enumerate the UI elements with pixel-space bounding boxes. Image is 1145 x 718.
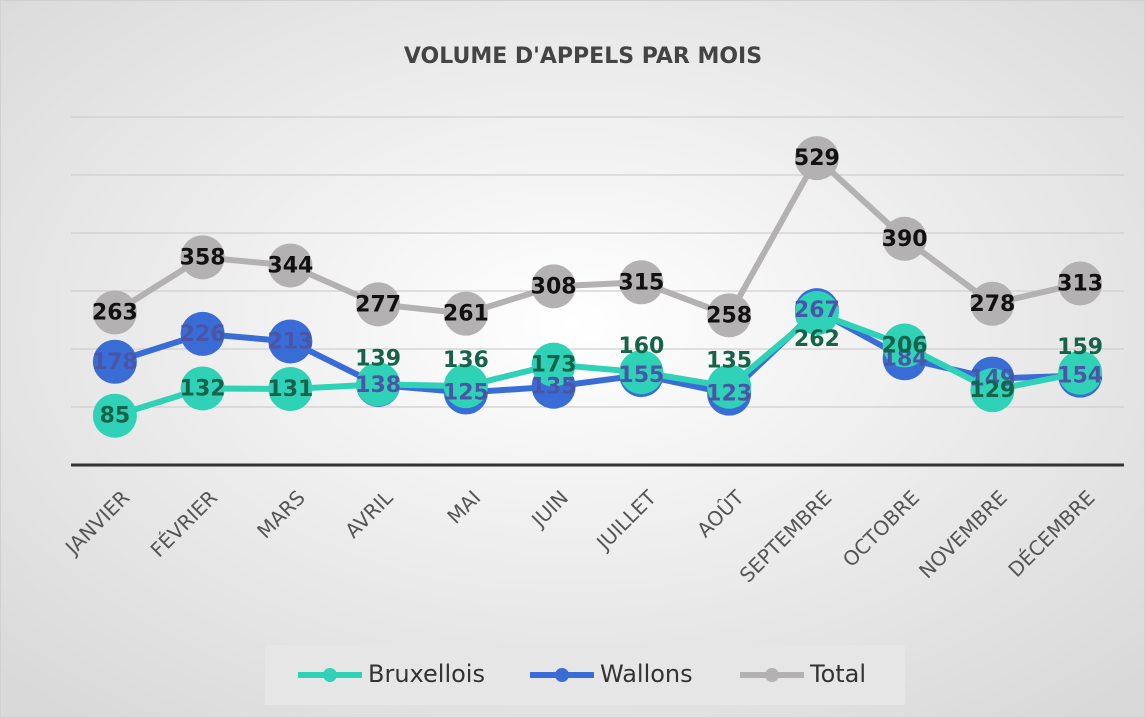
marker <box>1058 350 1103 395</box>
marker <box>619 350 664 395</box>
marker <box>92 290 137 335</box>
data-label: 132 <box>180 376 226 401</box>
data-label: 278 <box>969 292 1015 317</box>
data-label: 160 <box>618 334 664 359</box>
data-label: 529 <box>794 146 840 171</box>
marker <box>92 339 137 384</box>
legend-marker <box>323 668 337 682</box>
data-label: 131 <box>267 377 313 402</box>
data-label: 308 <box>531 274 577 299</box>
data-label: 313 <box>1057 271 1103 296</box>
data-label: 226 <box>180 322 226 347</box>
legend-label: Bruxellois <box>368 660 485 688</box>
marker <box>268 319 313 364</box>
data-label: 277 <box>355 292 401 317</box>
data-label: 159 <box>1057 335 1103 360</box>
data-label: 390 <box>882 227 928 252</box>
marker <box>356 282 401 327</box>
marker <box>882 323 927 368</box>
data-label: 139 <box>355 346 401 371</box>
data-label: 358 <box>180 245 226 270</box>
data-label: 155 <box>618 363 664 388</box>
data-label: 262 <box>794 327 840 352</box>
marker <box>268 367 313 412</box>
data-label: 258 <box>706 303 752 328</box>
data-label: 184 <box>882 346 928 371</box>
data-label: 206 <box>882 334 928 359</box>
data-label: 85 <box>100 404 131 429</box>
legend-marker <box>555 668 569 682</box>
marker <box>92 393 137 438</box>
data-label: 315 <box>618 270 664 295</box>
marker <box>619 260 664 305</box>
data-label: 154 <box>1057 364 1103 389</box>
marker <box>1058 261 1103 306</box>
data-label: 123 <box>706 382 752 407</box>
marker <box>794 291 839 336</box>
marker <box>268 243 313 288</box>
data-label: 129 <box>969 378 1015 403</box>
data-label: 261 <box>443 302 489 327</box>
marker <box>356 362 401 407</box>
data-label: 125 <box>443 381 489 406</box>
marker <box>970 281 1015 326</box>
data-label: 213 <box>267 329 313 354</box>
marker <box>707 364 752 409</box>
marker <box>531 264 576 309</box>
marker <box>531 342 576 387</box>
marker <box>180 311 225 356</box>
data-label: 173 <box>531 353 577 378</box>
legend-marker <box>765 668 779 682</box>
data-label: 344 <box>267 253 313 278</box>
legend-label: Wallons <box>600 660 693 688</box>
data-label: 149 <box>969 367 1015 392</box>
data-label: 178 <box>92 350 138 375</box>
marker <box>970 368 1015 413</box>
data-label: 267 <box>794 298 840 323</box>
marker <box>794 136 839 181</box>
chart-title: VOLUME D'APPELS PAR MOIS <box>404 44 762 69</box>
data-label: 138 <box>355 373 401 398</box>
data-label: 135 <box>531 375 577 400</box>
data-label: 135 <box>706 349 752 374</box>
marker <box>180 235 225 280</box>
data-label: 263 <box>92 300 138 325</box>
marker <box>443 291 488 336</box>
marker <box>443 364 488 409</box>
data-label: 136 <box>443 348 489 373</box>
marker <box>882 216 927 261</box>
legend-label: Total <box>809 660 866 688</box>
marker <box>707 293 752 338</box>
marker <box>180 366 225 411</box>
